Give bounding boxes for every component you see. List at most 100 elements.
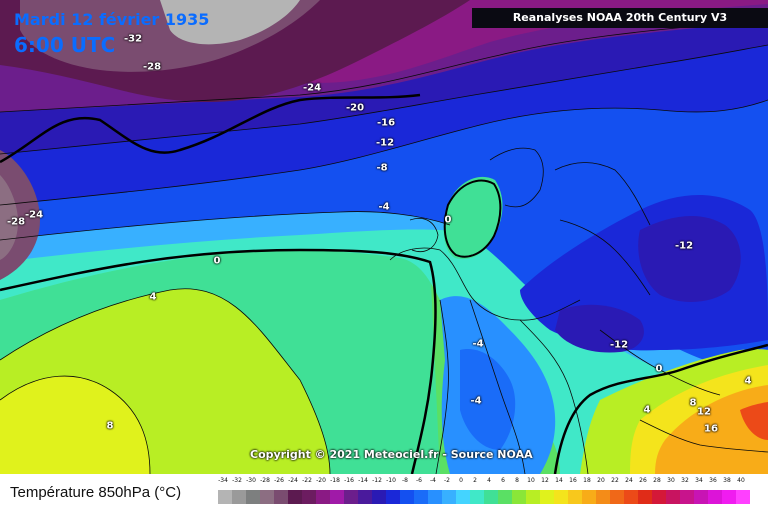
legend-swatch: [232, 490, 246, 504]
zone-britain: [443, 176, 503, 260]
legend-swatch: [512, 490, 526, 504]
legend-level-label: 28: [653, 477, 661, 484]
legend-level-label: -32: [232, 477, 242, 484]
legend-swatch: [428, 490, 442, 504]
zone-minus-12: [638, 215, 741, 302]
legend-level-label: -2: [444, 477, 450, 484]
legend-swatch: [666, 490, 680, 504]
legend-level-label: -20: [316, 477, 326, 484]
isotherm-label: -12: [674, 240, 694, 252]
legend-level-label: 6: [501, 477, 505, 484]
legend-level-label: -10: [386, 477, 396, 484]
copyright-text: Copyright © 2021 Meteociel.fr - Source N…: [250, 448, 533, 461]
legend-swatch: [722, 490, 736, 504]
isotherm-label: -16: [376, 117, 396, 129]
legend-swatch: [456, 490, 470, 504]
isotherm-label: -28: [6, 216, 26, 228]
legend-level-label: 2: [473, 477, 477, 484]
legend-swatch: [582, 490, 596, 504]
legend-level-label: 26: [639, 477, 647, 484]
legend-level-label: 18: [583, 477, 591, 484]
legend-swatch: [470, 490, 484, 504]
isotherm-label: -24: [24, 209, 44, 221]
legend-title: Température 850hPa (°C): [10, 484, 182, 501]
legend-swatch: [372, 490, 386, 504]
legend-swatch: [736, 490, 750, 504]
warm-zone-se-24: [740, 402, 768, 440]
legend-level-label: 24: [625, 477, 633, 484]
isotherm-label: -4: [470, 395, 482, 407]
isotherm-label: -24: [302, 82, 322, 94]
legend-swatch: [218, 490, 232, 504]
legend-level-label: -6: [416, 477, 422, 484]
legend-level-label: -26: [274, 477, 284, 484]
zone-minus-12-north: [0, 20, 768, 154]
isotherm-label: 4: [149, 291, 157, 303]
legend-level-label: 8: [515, 477, 519, 484]
isotherm-0-east: [553, 343, 768, 474]
isotherm-label: 8: [106, 420, 114, 432]
isotherm-label: 16: [704, 423, 718, 435]
isotherm-0-main: [0, 248, 437, 474]
legend-level-label: 34: [695, 477, 703, 484]
legend-swatch: [540, 490, 554, 504]
legend-swatch: [624, 490, 638, 504]
legend-color-scale: [218, 490, 750, 504]
legend-level-label: 32: [681, 477, 689, 484]
legend-level-label: 30: [667, 477, 675, 484]
source-label: Reanalyses NOAA 20th Century V3: [472, 8, 768, 28]
zone-minus-10-north: [0, 40, 768, 205]
isotherm-label: -8: [376, 162, 388, 174]
legend-level-label: 40: [737, 477, 745, 484]
legend-level-label: -24: [288, 477, 298, 484]
isotherm-label: 0: [655, 363, 663, 375]
legend-swatch: [260, 490, 274, 504]
legend-swatch: [288, 490, 302, 504]
legend-level-label: 12: [541, 477, 549, 484]
legend-level-label: 16: [569, 477, 577, 484]
map-date: Mardi 12 février 1935: [14, 10, 210, 29]
legend-swatch: [400, 490, 414, 504]
legend-swatch: [358, 490, 372, 504]
isotherm-label: -28: [142, 61, 162, 73]
map-time: 6:00 UTC: [14, 33, 116, 57]
legend-swatch: [694, 490, 708, 504]
isotherm-label: -12: [375, 137, 395, 149]
legend-level-label: 10: [527, 477, 535, 484]
legend-level-label: -4: [430, 477, 436, 484]
legend-level-label: 38: [723, 477, 731, 484]
legend-level-label: 4: [487, 477, 491, 484]
legend-swatch: [638, 490, 652, 504]
legend-level-label: -34: [218, 477, 228, 484]
legend-swatch: [498, 490, 512, 504]
legend-level-label: -30: [246, 477, 256, 484]
legend-swatch: [708, 490, 722, 504]
legend-level-label: -22: [302, 477, 312, 484]
isotherm-lines: [0, 19, 768, 474]
isotherm-label: -32: [123, 33, 143, 45]
legend-level-label: 22: [611, 477, 619, 484]
legend-swatch: [442, 490, 456, 504]
legend-swatch: [484, 490, 498, 504]
legend-level-label: -28: [260, 477, 270, 484]
coastlines: [389, 147, 768, 474]
isotherm-label: 8: [689, 397, 697, 409]
legend-swatch: [330, 490, 344, 504]
legend-swatch: [610, 490, 624, 504]
legend-swatch: [414, 490, 428, 504]
legend-level-label: 36: [709, 477, 717, 484]
legend-level-label: 0: [459, 477, 463, 484]
isotherm-label: 0: [213, 255, 221, 267]
warm-zone-10: [0, 376, 150, 474]
map-canvas: [0, 0, 768, 474]
legend-level-label: -16: [344, 477, 354, 484]
legend-swatch: [274, 490, 288, 504]
legend-level-label: -12: [372, 477, 382, 484]
isotherm-label: 0: [444, 214, 452, 226]
legend-swatch: [680, 490, 694, 504]
legend-swatch: [386, 490, 400, 504]
zone-minus-6-south: [460, 349, 516, 450]
warm-zone-se-16: [655, 385, 768, 474]
legend-swatch: [344, 490, 358, 504]
zone-minus-12-balkan: [555, 304, 644, 353]
